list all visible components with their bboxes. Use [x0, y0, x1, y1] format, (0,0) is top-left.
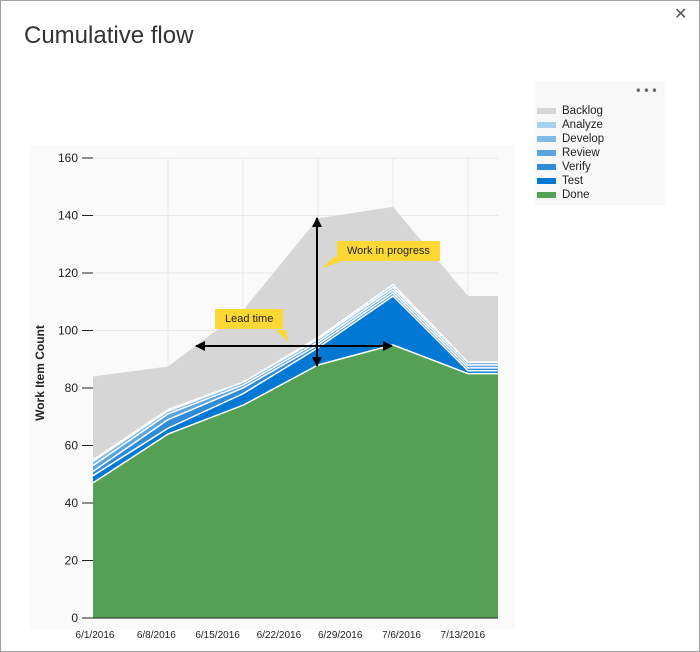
y-tick-label: 0 — [71, 611, 78, 625]
legend-swatch — [537, 108, 556, 114]
legend-item-analyze[interactable]: Analyze — [537, 118, 603, 132]
legend-item-review[interactable]: Review — [537, 146, 600, 160]
area-test — [93, 296, 498, 483]
legend-label: Analyze — [562, 119, 603, 131]
legend-swatch — [537, 150, 556, 156]
legend-label: Verify — [562, 161, 591, 173]
x-tick-label: 6/29/2016 — [318, 630, 363, 641]
legend-item-backlog[interactable]: Backlog — [537, 104, 603, 118]
area-backlog — [93, 206, 498, 460]
x-tick-label: 6/22/2016 — [257, 630, 302, 641]
x-tick-label: 7/6/2016 — [382, 630, 421, 641]
x-tick-label: 7/13/2016 — [441, 630, 486, 641]
legend-item-test[interactable]: Test — [537, 174, 583, 188]
y-tick-label: 160 — [58, 151, 78, 165]
y-tick-label: 60 — [65, 439, 79, 453]
y-tick-label: 40 — [65, 496, 79, 510]
y-tick-label: 80 — [65, 381, 79, 395]
legend-label: Develop — [562, 133, 605, 145]
wip-callout: Work in progress — [337, 241, 440, 261]
legend-label: Backlog — [562, 105, 603, 117]
legend-item-done[interactable]: Done — [537, 188, 590, 202]
legend-swatch — [537, 136, 556, 142]
legend-item-verify[interactable]: Verify — [537, 160, 591, 174]
y-tick-label: 100 — [58, 324, 78, 338]
y-tick-label: 140 — [58, 209, 78, 223]
lead-time-callout: Lead time — [215, 309, 284, 329]
x-tick-label: 6/15/2016 — [195, 630, 240, 641]
lead-time-callout-pointer — [276, 330, 288, 342]
legend-swatch — [537, 164, 556, 170]
x-tick-label: 6/8/2016 — [137, 630, 176, 641]
area-done — [93, 344, 498, 618]
more-options-icon[interactable]: ••• — [634, 84, 659, 98]
legend-label: Test — [562, 175, 584, 187]
legend-label: Done — [562, 189, 590, 201]
page-title: Cumulative flow — [24, 22, 194, 49]
y-tick-label: 20 — [65, 554, 79, 568]
legend-item-develop[interactable]: Develop — [537, 132, 604, 146]
x-tick-label: 6/1/2016 — [76, 630, 115, 641]
legend-swatch — [537, 122, 556, 128]
y-tick-label: 120 — [58, 266, 78, 280]
wip-callout-pointer — [322, 256, 340, 268]
close-icon[interactable]: ✕ — [674, 4, 688, 23]
y-axis-label: Work Item Count — [33, 325, 47, 421]
legend: ••• Backlog Analyze Develop Review Verify Tes… — [535, 82, 665, 205]
legend-swatch — [537, 178, 556, 184]
legend-label: Review — [562, 147, 600, 159]
legend-swatch — [537, 192, 556, 198]
